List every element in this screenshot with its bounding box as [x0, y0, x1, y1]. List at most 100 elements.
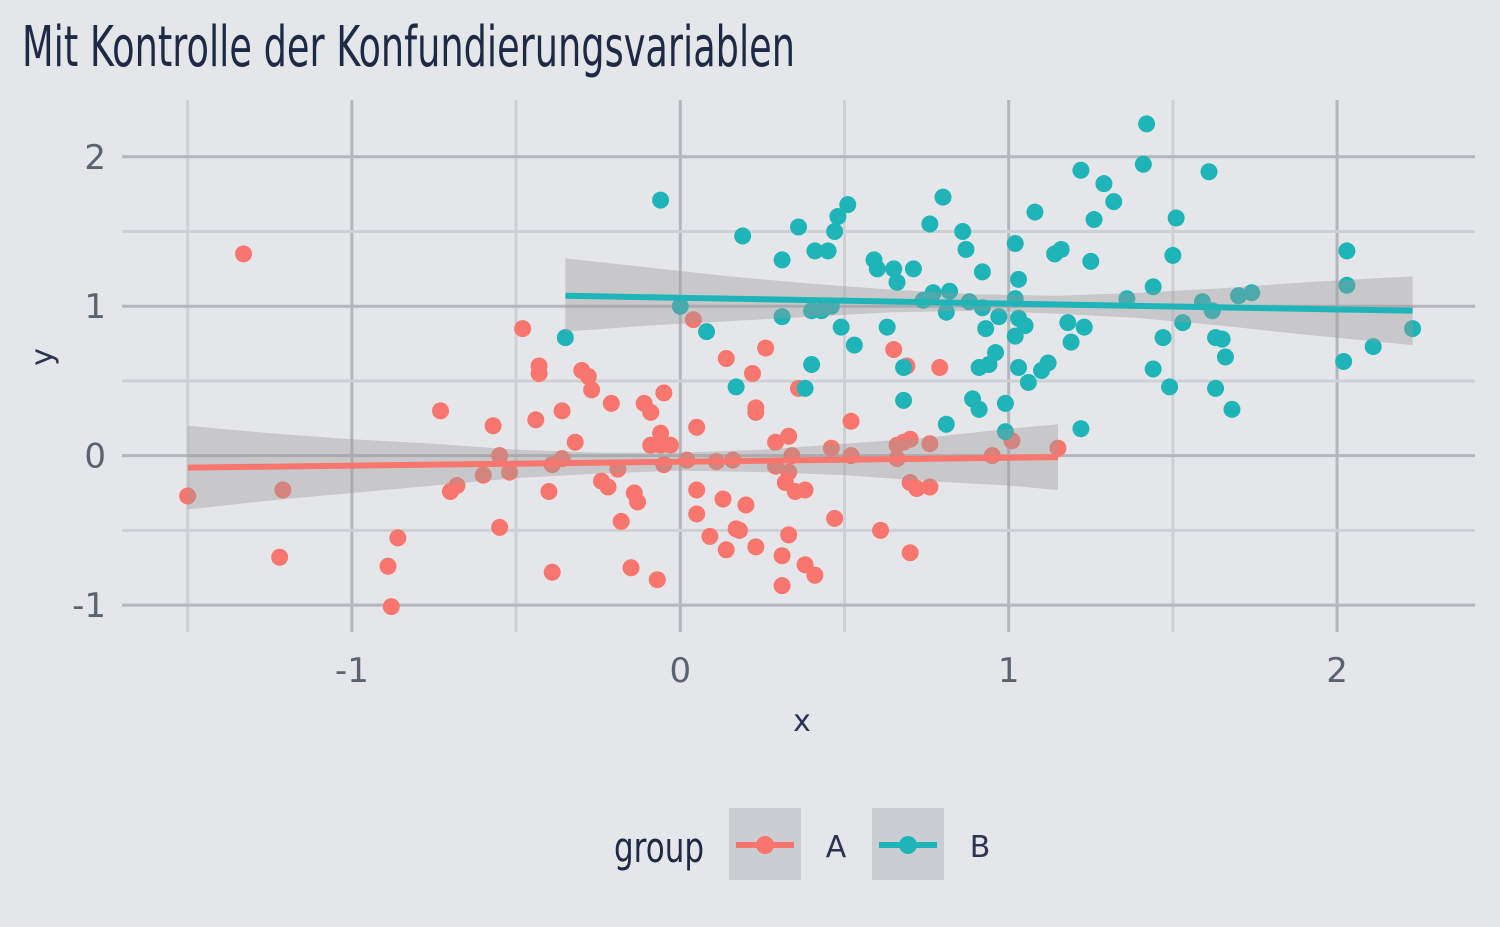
point-series-a [271, 548, 289, 566]
point-series-a [602, 394, 620, 412]
point-series-b [1200, 163, 1218, 181]
legend-label-b: B [970, 830, 991, 865]
point-series-b [996, 394, 1014, 412]
point-series-a [514, 320, 532, 338]
point-series-b [727, 378, 745, 396]
point-series-a [701, 527, 719, 545]
point-series-b [1010, 358, 1028, 376]
point-series-a [179, 487, 197, 505]
point-series-b [1144, 360, 1162, 378]
point-series-b [878, 318, 896, 336]
point-series-b [921, 215, 939, 233]
point-series-b [1082, 252, 1100, 270]
point-series-b [845, 336, 863, 354]
x-tick-label: -1 [335, 651, 369, 691]
x-tick-label: 0 [669, 651, 691, 691]
legend-dot-b [899, 836, 917, 854]
point-series-b [895, 391, 913, 409]
point-series-b [832, 318, 850, 336]
point-series-a [530, 364, 548, 382]
point-series-a [773, 547, 791, 565]
point-series-a [780, 463, 798, 481]
point-series-b [1016, 317, 1034, 335]
point-series-b [924, 284, 942, 302]
point-series-b [1075, 318, 1093, 336]
point-series-b [1059, 314, 1077, 332]
fit-line-a [187, 454, 1058, 471]
point-series-a [901, 430, 919, 448]
legend-label-a: A [826, 830, 847, 865]
point-series-b [957, 240, 975, 258]
point-series-b [996, 423, 1014, 441]
point-series-a [872, 521, 890, 539]
point-series-b [1213, 330, 1231, 348]
point-series-a [737, 496, 755, 514]
point-series-b [1072, 420, 1090, 438]
point-series-b [895, 358, 913, 376]
point-series-a [599, 478, 617, 496]
point-series-a [642, 403, 660, 421]
point-series-b [1338, 276, 1356, 294]
point-series-a [622, 559, 640, 577]
point-series-a [629, 493, 647, 511]
point-series-a [553, 402, 571, 420]
point-series-a [688, 481, 706, 499]
x-axis-title: x [793, 704, 811, 739]
point-series-b [803, 356, 821, 374]
point-series-a [648, 571, 666, 589]
point-series-a [1049, 439, 1067, 457]
point-series-b [1095, 175, 1113, 193]
point-series-b [1010, 270, 1028, 288]
x-tick-label: 2 [1326, 651, 1348, 691]
point-series-a [757, 339, 775, 357]
point-series-b [671, 297, 689, 315]
point-series-a [688, 505, 706, 523]
point-series-a [661, 436, 679, 454]
point-series-a [767, 433, 785, 451]
point-series-b [1174, 314, 1192, 332]
point-series-b [1404, 320, 1422, 338]
point-series-b [1223, 400, 1241, 418]
y-tick-label: 1 [84, 287, 106, 327]
point-series-a [730, 521, 748, 539]
point-series-b [1207, 379, 1225, 397]
point-series-b [826, 223, 844, 241]
point-series-a [908, 480, 926, 498]
point-series-b [796, 379, 814, 397]
point-series-a [474, 466, 492, 484]
point-series-b [829, 208, 847, 226]
point-series-a [527, 411, 545, 429]
point-series-b [934, 188, 952, 206]
point-series-b [1019, 373, 1037, 391]
point-series-b [904, 260, 922, 278]
point-series-a [688, 418, 706, 436]
point-series-b [987, 344, 1005, 362]
point-series-b [1161, 378, 1179, 396]
point-series-a [612, 512, 630, 530]
point-series-a [652, 424, 670, 442]
point-series-a [780, 427, 798, 445]
point-series-b [1134, 155, 1152, 173]
point-series-b [652, 191, 670, 209]
point-series-a [822, 439, 840, 457]
point-series-b [1364, 338, 1382, 356]
point-series-b [556, 329, 574, 347]
point-series-b [973, 263, 991, 281]
y-axis-tick-labels: -1 0 1 2 [72, 138, 106, 626]
legend: group A B [614, 808, 990, 880]
point-series-a [921, 435, 939, 453]
point-series-a [806, 566, 824, 584]
point-series-a [389, 529, 407, 547]
point-series-a [566, 433, 584, 451]
point-series-b [1105, 193, 1123, 211]
point-series-b [1335, 353, 1353, 371]
point-series-a [773, 577, 791, 595]
point-series-a [543, 563, 561, 581]
y-tick-label: -1 [72, 586, 106, 626]
point-series-b [734, 227, 752, 245]
point-series-b [1006, 234, 1024, 252]
regression-lines [187, 292, 1413, 471]
point-series-b [1144, 278, 1162, 296]
point-series-b [1062, 333, 1080, 351]
